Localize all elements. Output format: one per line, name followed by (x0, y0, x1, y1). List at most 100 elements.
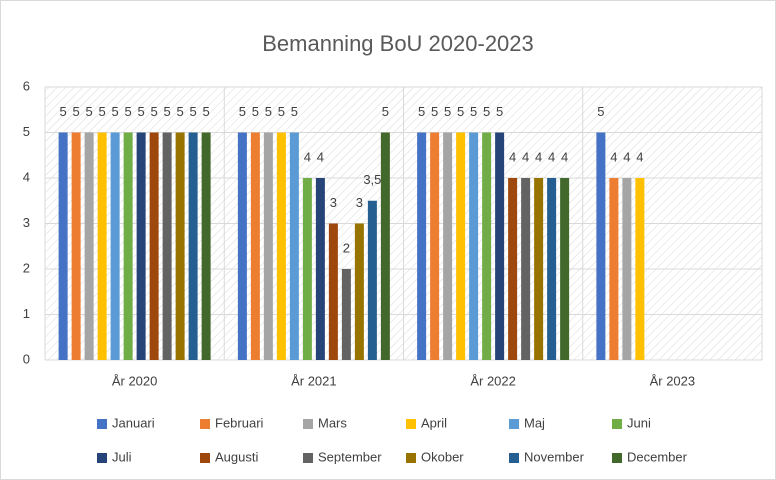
bar (84, 132, 94, 360)
bar (508, 178, 518, 360)
y-tick-label: 2 (23, 260, 30, 275)
bar (58, 132, 68, 360)
bar (302, 178, 312, 360)
bar (162, 132, 172, 360)
data-label: 5 (73, 104, 80, 119)
data-label: 5 (382, 104, 389, 119)
data-label: 5 (203, 104, 210, 119)
data-label: 5 (444, 104, 451, 119)
legend-marker (406, 453, 416, 463)
bar (547, 178, 557, 360)
data-label: 5 (418, 104, 425, 119)
x-tick-label: År 2021 (291, 373, 337, 388)
legend-label: Februari (215, 415, 264, 430)
bar (456, 132, 466, 360)
data-label: 5 (496, 104, 503, 119)
bar (136, 132, 146, 360)
bar (380, 132, 390, 360)
bar (201, 132, 211, 360)
bar (417, 132, 427, 360)
data-label: 4 (636, 149, 643, 164)
bar (97, 132, 107, 360)
bar (71, 132, 81, 360)
data-label: 5 (112, 104, 119, 119)
bar (482, 132, 492, 360)
bar (443, 132, 453, 360)
bar (622, 178, 632, 360)
data-label: 4 (522, 149, 529, 164)
data-label: 5 (291, 104, 298, 119)
bar (276, 132, 286, 360)
data-label: 4 (304, 149, 311, 164)
x-tick-label: År 2022 (470, 373, 516, 388)
bar (263, 132, 273, 360)
legend-label: Maj (524, 415, 545, 430)
bar (534, 178, 544, 360)
legend-label: Januari (112, 415, 155, 430)
bar (609, 178, 619, 360)
data-label: 4 (317, 149, 324, 164)
data-label: 5 (265, 104, 272, 119)
legend-label: Juni (627, 415, 651, 430)
data-label: 5 (239, 104, 246, 119)
data-label: 4 (623, 149, 630, 164)
data-label: 4 (548, 149, 555, 164)
data-label: 5 (483, 104, 490, 119)
bar (367, 200, 377, 360)
legend-marker (612, 419, 622, 429)
chart-title: Bemanning BoU 2020-2023 (262, 31, 534, 56)
data-label: 5 (597, 104, 604, 119)
legend-label: Okober (421, 449, 464, 464)
bar (289, 132, 299, 360)
legend-label: November (524, 449, 585, 464)
data-label: 5 (138, 104, 145, 119)
bar (149, 132, 159, 360)
y-tick-label: 1 (23, 306, 30, 321)
data-label: 3,5 (363, 172, 381, 187)
legend-label: April (421, 415, 447, 430)
data-label: 4 (610, 149, 617, 164)
data-label: 5 (457, 104, 464, 119)
data-label: 5 (190, 104, 197, 119)
data-label: 5 (99, 104, 106, 119)
data-label: 5 (252, 104, 259, 119)
data-label: 5 (60, 104, 67, 119)
bar (635, 178, 645, 360)
legend-marker (612, 453, 622, 463)
bar (328, 223, 338, 360)
bar (315, 178, 325, 360)
data-label: 5 (151, 104, 158, 119)
data-label: 5 (431, 104, 438, 119)
bar (560, 178, 570, 360)
data-label: 5 (470, 104, 477, 119)
legend-label: September (318, 449, 382, 464)
data-label: 5 (86, 104, 93, 119)
bar (175, 132, 185, 360)
data-label: 5 (164, 104, 171, 119)
bar (123, 132, 133, 360)
legend-marker (200, 453, 210, 463)
legend-marker (406, 419, 416, 429)
bar (495, 132, 505, 360)
bar (188, 132, 198, 360)
data-label: 4 (561, 149, 568, 164)
y-tick-label: 6 (23, 78, 30, 93)
data-label: 4 (509, 149, 516, 164)
y-tick-label: 3 (23, 215, 30, 230)
y-tick-label: 5 (23, 124, 30, 139)
legend-label: Mars (318, 415, 347, 430)
bar (469, 132, 479, 360)
legend-label: Augusti (215, 449, 258, 464)
x-tick-label: År 2020 (112, 373, 158, 388)
bar (250, 132, 260, 360)
bar (110, 132, 120, 360)
bar (341, 269, 351, 360)
data-label: 2 (343, 240, 350, 255)
legend-marker (303, 453, 313, 463)
legend-marker (200, 419, 210, 429)
legend-marker (97, 419, 107, 429)
y-tick-label: 0 (23, 351, 30, 366)
data-label: 3 (330, 195, 337, 210)
data-label: 3 (356, 195, 363, 210)
